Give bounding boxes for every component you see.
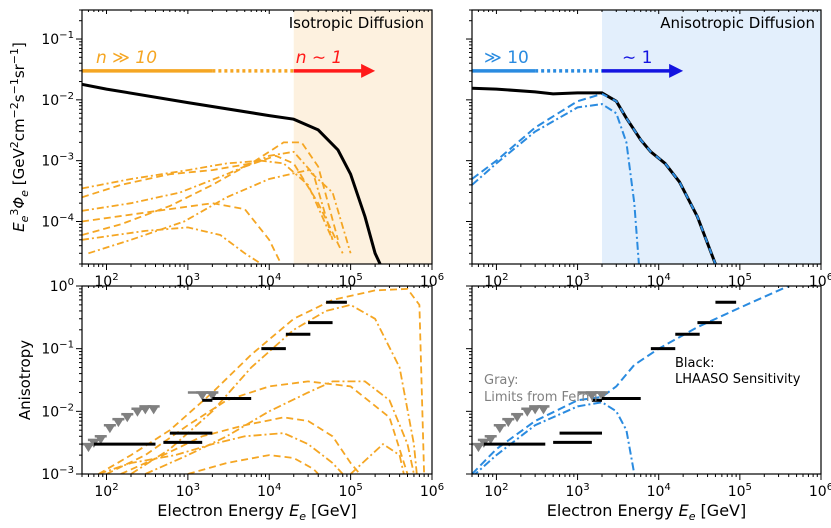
plot-area xyxy=(472,286,790,474)
arrow-right-label: n ∼ 1 xyxy=(296,48,343,68)
shaded-region xyxy=(293,10,432,264)
y-tick-label: 10−2 xyxy=(41,91,74,109)
y-tick-label: 10−3 xyxy=(41,465,74,483)
fermi-limit-marker xyxy=(122,414,133,423)
y-axis-label: Ee3Φe [GeV2cm−2s−1sr−1] xyxy=(8,42,31,232)
blue-dashed-curve xyxy=(472,286,790,474)
component-curve xyxy=(349,442,405,474)
x-tick-label: 106 xyxy=(420,482,444,500)
fermi-limit-marker xyxy=(586,392,597,401)
annotation-gray-text: Limits from Fermi xyxy=(484,390,598,405)
panel-title: Isotropic Diffusion xyxy=(289,14,424,32)
arrow-head xyxy=(669,63,684,78)
fermi-limit-marker xyxy=(512,414,523,423)
annotation-black-text: LHAASO Sensitivity xyxy=(675,372,801,387)
component-curve xyxy=(82,141,339,241)
x-tick-label: 106 xyxy=(809,272,831,290)
x-tick-label: 105 xyxy=(728,482,752,500)
component-curve xyxy=(82,202,282,264)
blue-dashed-overlay xyxy=(601,93,717,264)
fermi-limit-marker xyxy=(132,408,143,417)
fermi-limit-marker xyxy=(95,436,106,445)
fermi-limit-marker xyxy=(197,392,208,401)
fermi-limit-marker xyxy=(148,406,159,415)
axes-frame xyxy=(81,285,433,475)
y-tick-label: 100 xyxy=(50,277,74,295)
y-tick-label: 10−4 xyxy=(41,212,74,230)
y-tick-label: 10−2 xyxy=(41,402,74,420)
fermi-limit-marker xyxy=(113,419,124,428)
blue-dashdot-curve xyxy=(472,103,640,264)
arrow-head xyxy=(361,63,376,78)
component-curve xyxy=(130,303,418,474)
component-curve xyxy=(120,416,361,474)
fermi-limit-marker xyxy=(140,406,151,415)
plot-area xyxy=(82,10,432,264)
fermi-limit-marker xyxy=(83,444,94,453)
component-curve xyxy=(187,454,319,474)
y-tick-label: 10−1 xyxy=(41,340,74,358)
fermi-limit-marker xyxy=(538,406,549,415)
component-curve xyxy=(106,380,409,474)
component-curve xyxy=(82,150,334,241)
x-axis-label: Electron Energy Ee [GeV] xyxy=(547,501,746,523)
x-tick-label: 104 xyxy=(257,482,281,500)
component-curve xyxy=(82,159,334,241)
panel-title: Anisotropic Diffusion xyxy=(660,14,815,32)
component-curve xyxy=(98,287,425,474)
x-tick-label: 103 xyxy=(565,482,589,500)
panel-bottom-right: Gray: Limits from Fermi Black:LHAASO Sensi… xyxy=(466,285,831,523)
fermi-limit-marker xyxy=(473,444,484,453)
x-tick-label: 102 xyxy=(484,482,508,500)
annotation-black-label: Black: xyxy=(675,356,715,371)
fermi-limit-marker xyxy=(104,425,115,434)
arrow-right-label: ∼ 1 xyxy=(622,48,652,68)
panel-bottom-left: 102 103 104 105 106 10−3 10−2 10−1 100 Anisotropy… xyxy=(16,277,444,523)
component-curve xyxy=(82,154,344,254)
total-spectrum-curve xyxy=(82,82,382,264)
x-tick-label: 106 xyxy=(809,482,831,500)
plot-area xyxy=(472,10,821,264)
arrow-left-label: ≫ 10 xyxy=(484,48,529,68)
component-curve xyxy=(98,432,344,474)
fermi-limit-marker xyxy=(530,406,541,415)
component-curve xyxy=(82,226,262,264)
x-tick-label: 102 xyxy=(94,482,118,500)
fermi-limit-marker xyxy=(522,408,533,417)
y-tick-label: 10−3 xyxy=(41,152,74,170)
x-tick-label: 105 xyxy=(338,482,362,500)
fermi-limit-marker xyxy=(503,419,514,428)
annotation-gray-label: Gray: xyxy=(484,373,519,388)
fermi-limit-marker xyxy=(207,392,218,401)
fermi-limit-marker xyxy=(494,425,505,434)
x-axis-label: Electron Energy Ee [GeV] xyxy=(157,501,356,523)
plot-area xyxy=(82,287,425,474)
fermi-limit-marker xyxy=(596,392,607,401)
x-tick-label: 103 xyxy=(176,482,200,500)
x-tick-label: 104 xyxy=(647,482,671,500)
fermi-limit-marker xyxy=(485,436,496,445)
blue-dashdot-curve xyxy=(473,401,636,474)
y-axis-label: Anisotropy xyxy=(16,340,34,420)
y-tick-label: 10−1 xyxy=(41,30,74,48)
arrow-left-label: n ≫ 10 xyxy=(96,48,157,68)
